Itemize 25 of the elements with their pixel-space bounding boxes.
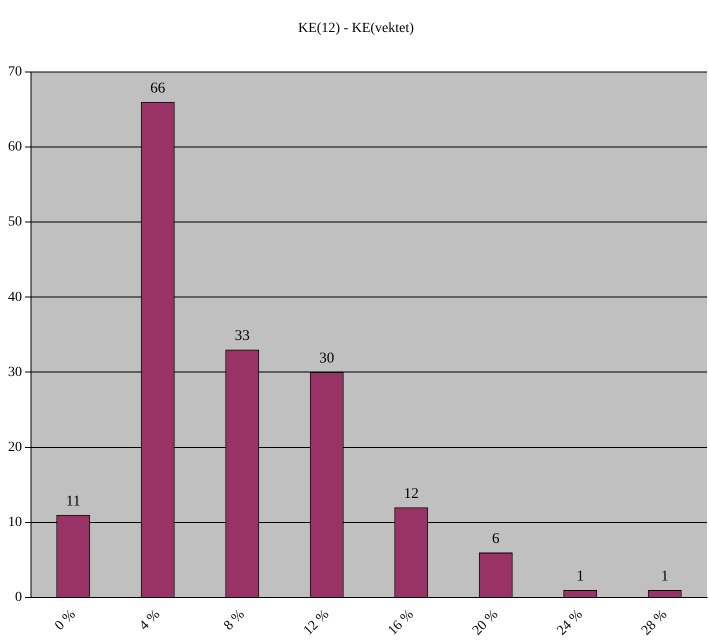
y-tick-label: 20 <box>8 440 22 455</box>
y-tick-label: 40 <box>8 290 22 305</box>
y-tick-label: 70 <box>8 64 22 80</box>
x-tick-label: 4 % <box>136 607 164 634</box>
data-label: 12 <box>404 486 419 502</box>
data-label: 11 <box>66 493 80 510</box>
data-label: 1 <box>576 568 584 584</box>
x-tick-label: 16 % <box>385 607 417 638</box>
data-label: 1 <box>661 568 668 584</box>
data-label: 30 <box>319 350 334 367</box>
data-label: 6 <box>492 530 500 547</box>
chart-title: KE(12) - KE(vektet) <box>298 21 414 36</box>
x-tick-label: 24 % <box>554 607 586 638</box>
x-tick-label: 28 % <box>638 607 670 638</box>
x-tick-label: 12 % <box>300 607 332 638</box>
y-tick-label: 10 <box>8 515 22 530</box>
x-tick-label: 20 % <box>470 607 502 638</box>
y-tick-label: 0 <box>15 590 22 606</box>
y-tick-label: 60 <box>8 140 22 155</box>
y-tick-label: 50 <box>8 214 22 230</box>
data-label: 33 <box>234 328 250 344</box>
x-tick-label: 8 % <box>221 607 248 634</box>
data-label: 66 <box>150 80 166 96</box>
x-tick-label: 0 % <box>52 607 79 634</box>
y-tick-label: 30 <box>8 364 22 380</box>
